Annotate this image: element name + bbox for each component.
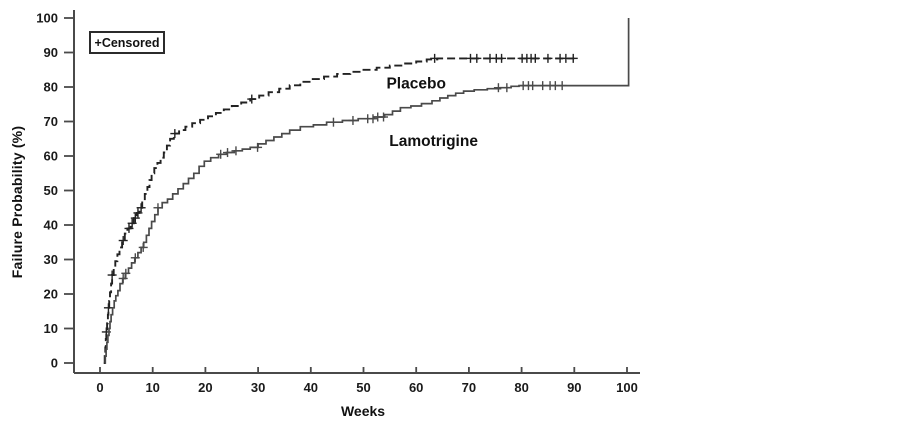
x-tick-label: 90	[567, 380, 581, 395]
y-tick-label: 80	[44, 80, 58, 95]
x-tick-label: 50	[356, 380, 370, 395]
x-tick-label: 70	[462, 380, 476, 395]
x-tick-label: 10	[145, 380, 159, 395]
x-tick-label: 100	[616, 380, 638, 395]
x-tick-label: 60	[409, 380, 423, 395]
x-tick-label: 30	[251, 380, 265, 395]
tick-labels: 0 10 20 30 40 50 60 70 80 90 100 0 10 20 30 40 50 60 70 80 9…	[36, 11, 638, 396]
y-tick-label: 90	[44, 45, 58, 60]
censored-marks-placebo	[101, 53, 578, 337]
series-label-placebo: Placebo	[386, 76, 445, 93]
x-tick-label: 80	[514, 380, 528, 395]
y-tick-label: 50	[44, 183, 58, 198]
tick-marks	[64, 17, 628, 373]
censored-legend-box: +Censored	[89, 31, 165, 54]
y-tick-label: 60	[44, 149, 58, 164]
y-tick-label: 0	[51, 356, 58, 371]
y-tick-label: 40	[44, 218, 58, 233]
x-tick-label: 0	[96, 380, 103, 395]
y-tick-label: 10	[44, 321, 58, 336]
y-tick-label: 70	[44, 114, 58, 129]
y-tick-label: 30	[44, 252, 58, 267]
series-lamotrigine: Lamotrigine	[104, 18, 630, 364]
x-tick-label: 40	[304, 380, 318, 395]
y-tick-label: 20	[44, 287, 58, 302]
censored-marks-lamotrigine	[118, 81, 567, 283]
x-axis-title: Weeks	[340, 403, 386, 419]
censored-legend-label: +Censored	[94, 35, 160, 50]
series-placebo: Placebo	[101, 53, 578, 364]
axes	[73, 10, 640, 374]
curve-placebo	[103, 57, 575, 364]
y-tick-label: 100	[36, 11, 58, 26]
y-axis-title: Failure Probability (%)	[9, 125, 25, 279]
x-tick-label: 20	[198, 380, 212, 395]
series-label-lamotrigine: Lamotrigine	[389, 133, 478, 150]
curve-lamotrigine	[104, 18, 630, 364]
